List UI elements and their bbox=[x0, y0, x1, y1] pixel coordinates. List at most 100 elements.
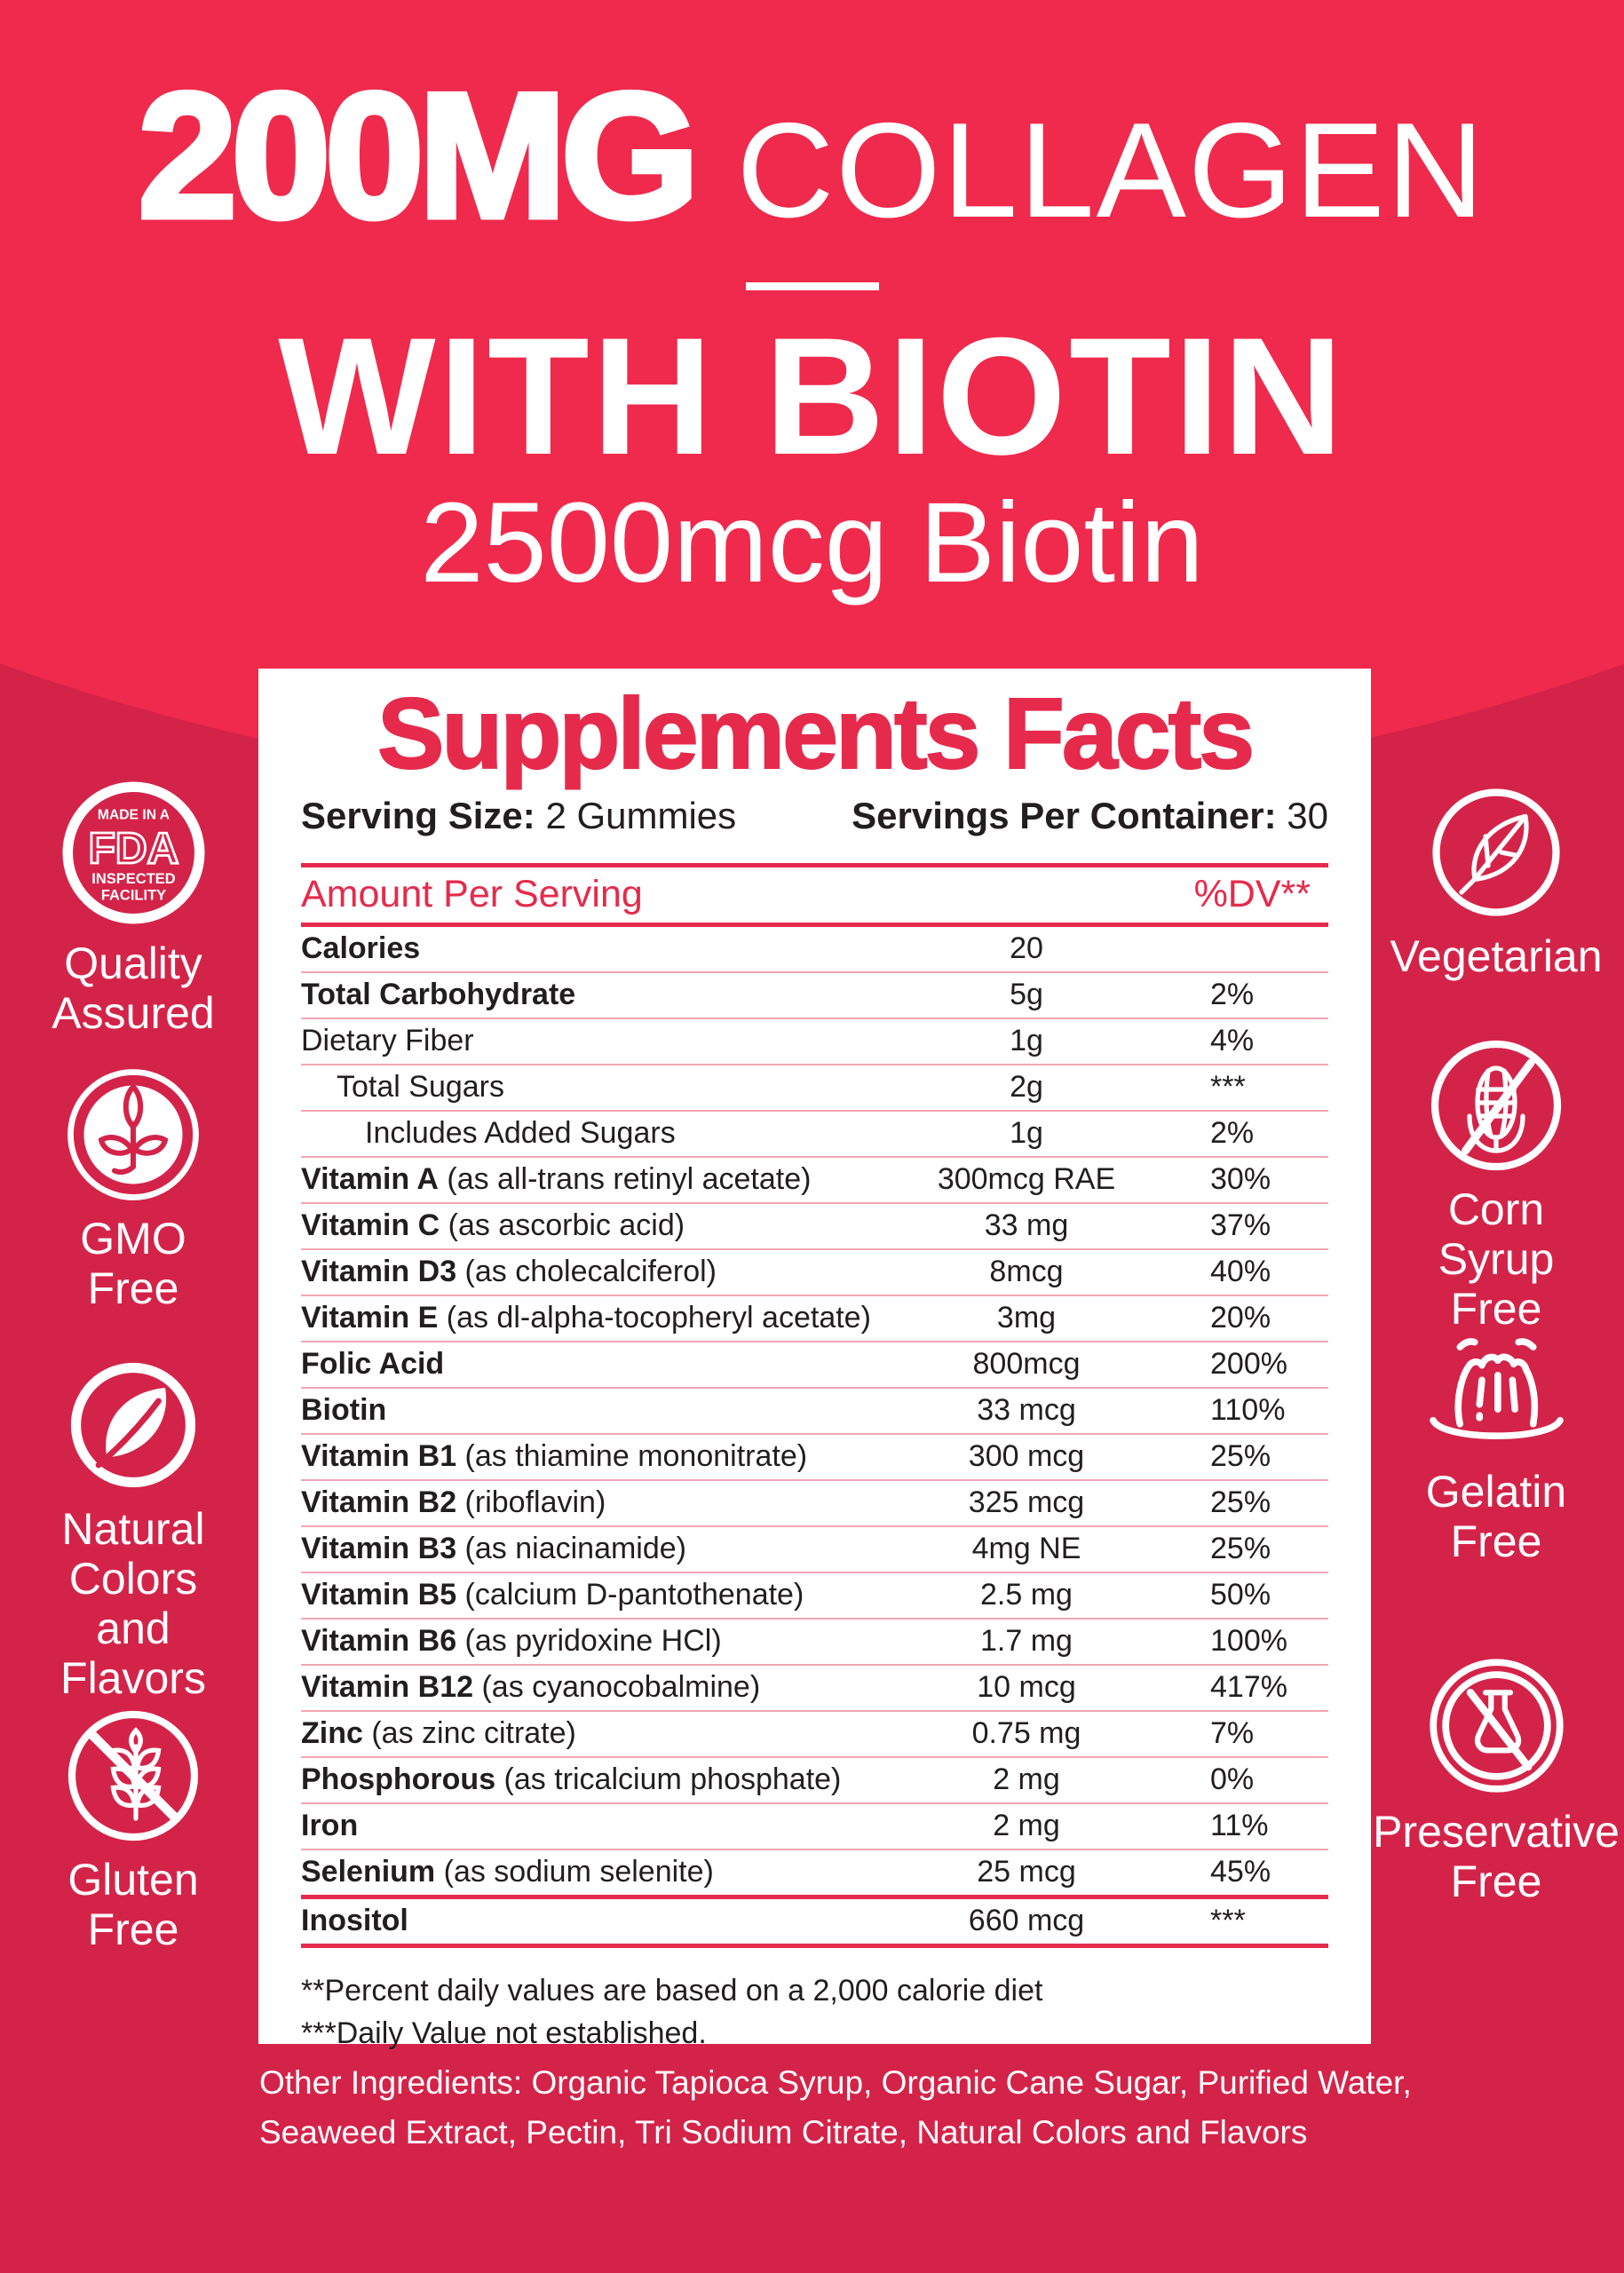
servings-label: Servings Per Container: bbox=[852, 794, 1277, 836]
gelatin-free-icon bbox=[1429, 1338, 1564, 1439]
nutrient-name-cell: Vitamin B2 (riboflavin) bbox=[301, 1485, 880, 1520]
badge-vegetarian: Vegetarian bbox=[1390, 786, 1603, 981]
nutrient-name: Vitamin D3 bbox=[301, 1255, 457, 1289]
nutrient-dv: 11% bbox=[1210, 1809, 1269, 1843]
nutrient-name: Vitamin E bbox=[301, 1301, 439, 1335]
nutrient-row: Folic Acid 800mcg 200% bbox=[301, 1342, 1328, 1389]
nutrient-name: Vitamin B6 bbox=[301, 1624, 457, 1659]
nutrient-detail: (as all-trans retinyl acetate) bbox=[438, 1162, 812, 1197]
nutrient-row: Phosphorous (as tricalcium phosphate) 2 … bbox=[301, 1758, 1328, 1804]
nutrient-row: Selenium (as sodium selenite) 25 mcg 45% bbox=[301, 1850, 1328, 1899]
nutrient-dv: 0% bbox=[1210, 1762, 1255, 1797]
other-ingredients: Other Ingredients: Organic Tapioca Syrup… bbox=[259, 2058, 1485, 2157]
nutrient-table: Calories 20 Total Carbohydrate 5g 2% Die… bbox=[301, 927, 1328, 1948]
nutrient-name: Calories bbox=[301, 931, 421, 966]
nutrient-dv: 25% bbox=[1210, 1485, 1271, 1520]
nutrient-name-cell: Phosphorous (as tricalcium phosphate) bbox=[301, 1762, 880, 1797]
nutrient-name: Folic Acid bbox=[301, 1347, 445, 1382]
ingredients-line-1: Other Ingredients: Organic Tapioca Syrup… bbox=[259, 2064, 1412, 2101]
svg-text:MADE IN A: MADE IN A bbox=[97, 808, 169, 823]
nutrient-detail: (as niacinamide) bbox=[456, 1532, 686, 1566]
nutrient-dv: 37% bbox=[1210, 1208, 1271, 1243]
nutrient-amount: 300 mcg bbox=[968, 1439, 1085, 1474]
nutrient-amount: 325 mcg bbox=[968, 1485, 1085, 1520]
nutrient-row: Vitamin B3 (as niacinamide) 4mg NE 25% bbox=[301, 1527, 1328, 1573]
nutrient-name: Inositol bbox=[301, 1904, 408, 1938]
nutrient-dv: 50% bbox=[1210, 1578, 1271, 1612]
nutrient-amount: 300mcg RAE bbox=[937, 1162, 1116, 1197]
column-amount-per-serving: Amount Per Serving bbox=[301, 873, 643, 916]
nutrient-name-cell: Vitamin B3 (as niacinamide) bbox=[301, 1532, 880, 1566]
servings-value: 30 bbox=[1287, 794, 1328, 836]
nutrient-row: Zinc (as zinc citrate) 0.75 mg 7% bbox=[301, 1712, 1328, 1758]
nutrient-detail: (riboflavin) bbox=[456, 1485, 606, 1520]
nutrient-row: Vitamin E (as dl-alpha-tocopheryl acetat… bbox=[301, 1296, 1328, 1342]
ingredients-line-2: Seaweed Extract, Pectin, Tri Sodium Citr… bbox=[259, 2113, 1308, 2150]
nutrient-detail: (as pyridoxine HCl) bbox=[456, 1624, 722, 1659]
nutrient-name-cell: Vitamin E (as dl-alpha-tocopheryl acetat… bbox=[301, 1301, 880, 1335]
nutrient-row: Vitamin B12 (as cyanocobalmine) 10 mcg 4… bbox=[301, 1666, 1328, 1712]
badge-caption: Vegetarian bbox=[1390, 931, 1603, 981]
nutrient-detail: (as zinc citrate) bbox=[362, 1716, 576, 1751]
nutrient-name-cell: Vitamin A (as all-trans retinyl acetate) bbox=[301, 1162, 880, 1197]
badge-quality-assured: MADE IN A FDA INSPECTED FACILITY Quality… bbox=[44, 780, 222, 1038]
collagen-amount: 200MG bbox=[135, 55, 702, 257]
nutrient-row: Includes Added Sugars 1g 2% bbox=[301, 1112, 1328, 1158]
nutrient-amount: 5g bbox=[1010, 978, 1043, 1012]
nutrient-dv: *** bbox=[1210, 1904, 1246, 1938]
nutrient-amount: 2g bbox=[1010, 1070, 1043, 1105]
servings-per-container: Servings Per Container: 30 bbox=[852, 794, 1328, 838]
nutrient-detail: (as cyanocobalmine) bbox=[473, 1670, 761, 1705]
product-title: 200MG COLLAGEN bbox=[0, 55, 1624, 314]
serving-size-label: Serving Size: bbox=[301, 794, 535, 836]
badge-gmo-free: GMO Free bbox=[44, 1068, 222, 1313]
nutrient-row: Iron 2 mg 11% bbox=[301, 1804, 1328, 1850]
badge-caption: Gluten Free bbox=[67, 1855, 199, 1954]
serving-size-value: 2 Gummies bbox=[545, 794, 737, 836]
badge-caption: Quality Assured bbox=[51, 939, 215, 1038]
nutrient-dv: *** bbox=[1210, 1070, 1246, 1105]
nutrient-name: Iron bbox=[301, 1809, 359, 1843]
nutrient-name-cell: Vitamin D3 (as cholecalciferol) bbox=[301, 1255, 880, 1289]
nutrient-name: Selenium bbox=[301, 1855, 436, 1889]
nutrient-row: Vitamin B1 (as thiamine mononitrate) 300… bbox=[301, 1435, 1328, 1481]
nutrient-amount: 10 mcg bbox=[977, 1670, 1076, 1705]
nutrient-dv: 200% bbox=[1210, 1347, 1287, 1382]
nutrient-row: Biotin 33 mcg 110% bbox=[301, 1389, 1328, 1435]
nutrient-dv: 20% bbox=[1210, 1301, 1271, 1335]
nutrient-amount: 0.75 mg bbox=[971, 1716, 1081, 1751]
nutrient-name: Phosphorous bbox=[301, 1762, 496, 1797]
column-dv: %DV** bbox=[1193, 873, 1311, 916]
nutrient-amount: 33 mg bbox=[984, 1208, 1069, 1243]
nutrient-detail: (as sodium selenite) bbox=[435, 1855, 714, 1889]
badge-caption: Gelatin Free bbox=[1425, 1467, 1567, 1566]
nutrient-name-cell: Selenium (as sodium selenite) bbox=[301, 1855, 880, 1889]
nutrient-name: Vitamin B2 bbox=[301, 1485, 457, 1520]
collagen-word: COLLAGEN bbox=[736, 95, 1486, 246]
nutrient-name: Vitamin B1 bbox=[301, 1439, 457, 1474]
nutrient-name: Vitamin B3 bbox=[301, 1532, 457, 1566]
nutrient-amount: 20 bbox=[1010, 931, 1043, 966]
fda-badge-icon: MADE IN A FDA INSPECTED FACILITY bbox=[61, 781, 205, 924]
footnotes: **Percent daily values are based on a 2,… bbox=[301, 1969, 1328, 2055]
nutrient-detail: (as dl-alpha-tocopheryl acetate) bbox=[438, 1301, 871, 1335]
nutrient-name-cell: Vitamin B1 (as thiamine mononitrate) bbox=[301, 1439, 880, 1474]
svg-text:FACILITY: FACILITY bbox=[100, 887, 165, 903]
background-arc bbox=[0, 0, 1624, 799]
nutrient-name-cell: Vitamin B6 (as pyridoxine HCl) bbox=[301, 1624, 880, 1659]
badge-caption: Preservative Free bbox=[1373, 1807, 1620, 1906]
badge-gelatin-free: Gelatin Free bbox=[1407, 1330, 1585, 1566]
badge-corn-syrup-free: Corn Syrup Free bbox=[1407, 1039, 1585, 1334]
badge-caption: Corn Syrup Free bbox=[1438, 1184, 1555, 1334]
gluten-free-icon bbox=[67, 1710, 199, 1841]
nutrient-dv: 7% bbox=[1210, 1716, 1255, 1751]
nutrient-dv: 25% bbox=[1210, 1532, 1271, 1566]
nutrient-name-cell: Vitamin B5 (calcium D-pantothenate) bbox=[301, 1578, 880, 1612]
nutrient-amount: 660 mcg bbox=[968, 1904, 1085, 1938]
badge-caption: Natural Colors and Flavors bbox=[60, 1504, 206, 1703]
nutrient-name: Vitamin B12 bbox=[301, 1670, 474, 1705]
nutrient-name-cell: Inositol bbox=[301, 1904, 880, 1938]
svg-text:INSPECTED: INSPECTED bbox=[91, 871, 176, 887]
nutrient-row: Calories 20 bbox=[301, 927, 1328, 973]
nutrient-detail: (as cholecalciferol) bbox=[456, 1255, 717, 1289]
